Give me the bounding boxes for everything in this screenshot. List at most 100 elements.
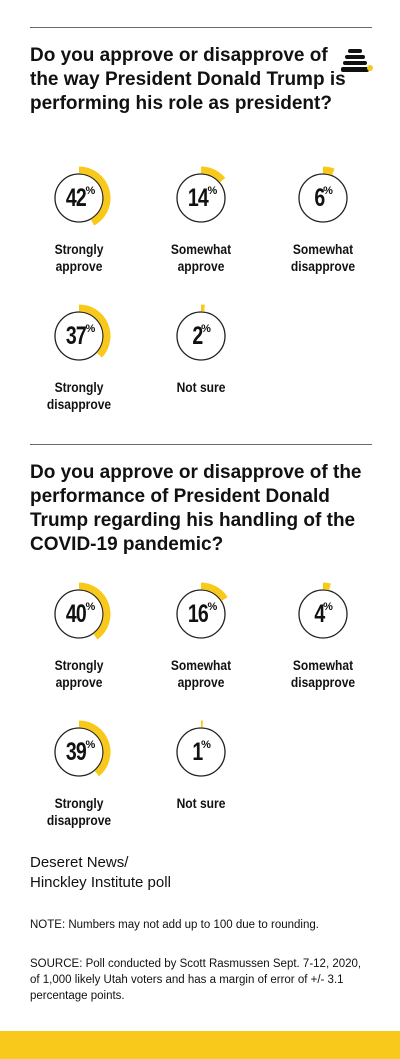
gauge-item: 16% Somewhat approve bbox=[141, 581, 261, 691]
gauge-label: Strongly disapprove bbox=[27, 379, 130, 413]
gauge-label: Strongly approve bbox=[27, 241, 130, 275]
question-1-title: Do you approve or disapprove of the way … bbox=[30, 45, 346, 114]
gauge-svg bbox=[298, 582, 348, 639]
gauge-label-line: Somewhat bbox=[170, 657, 232, 673]
gauge-donut: 2% bbox=[168, 303, 234, 369]
gauge-label-line: Strongly bbox=[54, 657, 104, 673]
gauge-percent: 42% bbox=[46, 165, 112, 231]
gauge-value-arc bbox=[200, 582, 228, 602]
gauge-svg bbox=[176, 720, 226, 777]
gauge-label-line: approve bbox=[177, 258, 225, 274]
section-divider bbox=[30, 444, 372, 445]
gauge-label-line: disapprove bbox=[290, 258, 356, 274]
credit-block: Deseret News/ Hinckley Institute poll bbox=[30, 853, 330, 893]
gauge-value: 40 bbox=[65, 599, 87, 628]
gauge-percent: 6% bbox=[290, 165, 356, 231]
top-divider bbox=[30, 27, 372, 28]
gauge-label-line: Somewhat bbox=[292, 657, 354, 673]
gauge-value-arc bbox=[322, 582, 331, 591]
rounding-note: NOTE: Numbers may not add up to 100 due … bbox=[30, 919, 319, 931]
gauge-percent: 40% bbox=[46, 581, 112, 647]
gauge-label-line: approve bbox=[55, 258, 103, 274]
gauge-donut: 6% bbox=[290, 165, 356, 231]
gauge-donut: 40% bbox=[46, 581, 112, 647]
gauge-percent-sign: % bbox=[85, 739, 96, 751]
gauge-label-line: approve bbox=[177, 674, 225, 690]
gauge-item: 1% Not sure bbox=[141, 719, 261, 812]
gauge-value: 42 bbox=[65, 183, 87, 212]
gauge-base-ring bbox=[176, 311, 226, 361]
gauge-donut: 39% bbox=[46, 719, 112, 785]
gauge-label: Strongly disapprove bbox=[27, 795, 130, 829]
gauge-value: 6 bbox=[314, 183, 326, 212]
gauge-base-ring bbox=[176, 727, 226, 777]
gauge-item: 2% Not sure bbox=[141, 303, 261, 396]
gauge-svg bbox=[176, 304, 226, 361]
gauge-label-line: disapprove bbox=[46, 396, 112, 412]
credit-line-1: Deseret News/ bbox=[30, 854, 129, 871]
gauge-label-line: Somewhat bbox=[170, 241, 232, 257]
gauge-percent-sign: % bbox=[85, 601, 96, 613]
gauge-label-line: Strongly bbox=[54, 379, 104, 395]
gauge-base-ring bbox=[298, 173, 348, 223]
gauge-percent-sign: % bbox=[207, 601, 218, 613]
source-note: SOURCE: Poll conducted by Scott Rasmusse… bbox=[30, 958, 362, 1002]
gauge-value-arc bbox=[78, 720, 111, 777]
gauge-percent: 1% bbox=[168, 719, 234, 785]
gauge-item: 6% Somewhat disapprove bbox=[263, 165, 383, 275]
gauge-percent-sign: % bbox=[85, 323, 96, 335]
gauge-donut: 37% bbox=[46, 303, 112, 369]
gauge-label: Not sure bbox=[149, 379, 252, 396]
question-2-title: Do you approve or disapprove of the perf… bbox=[30, 462, 362, 555]
gauge-label: Not sure bbox=[149, 795, 252, 812]
gauge-base-ring bbox=[54, 589, 104, 639]
gauge-value: 37 bbox=[65, 321, 87, 350]
gauge-percent-sign: % bbox=[323, 185, 333, 197]
gauge-item: 40% Strongly approve bbox=[19, 581, 139, 691]
gauge-percent-sign: % bbox=[201, 323, 211, 335]
gauge-value-arc bbox=[200, 166, 226, 183]
gauge-base-ring bbox=[54, 727, 104, 777]
gauge-base-ring bbox=[54, 311, 104, 361]
gauge-label: Somewhat disapprove bbox=[271, 657, 374, 691]
gauge-donut: 42% bbox=[46, 165, 112, 231]
gauge-label-line: approve bbox=[55, 674, 103, 690]
gauge-value: 2 bbox=[192, 321, 204, 350]
gauge-percent: 14% bbox=[168, 165, 234, 231]
gauge-donut: 4% bbox=[290, 581, 356, 647]
gauge-percent: 37% bbox=[46, 303, 112, 369]
gauge-percent: 39% bbox=[46, 719, 112, 785]
gauge-percent-sign: % bbox=[207, 185, 218, 197]
gauge-value: 16 bbox=[187, 599, 209, 628]
gauge-label-line: disapprove bbox=[46, 812, 112, 828]
gauge-item: 39% Strongly disapprove bbox=[19, 719, 139, 829]
gauge-base-ring bbox=[298, 589, 348, 639]
gauge-value-arc bbox=[78, 304, 111, 358]
gauge-label-line: Not sure bbox=[176, 379, 226, 395]
gauge-base-ring bbox=[176, 173, 226, 223]
gauge-label: Somewhat disapprove bbox=[271, 241, 374, 275]
gauge-percent: 16% bbox=[168, 581, 234, 647]
gauge-percent-sign: % bbox=[201, 739, 211, 751]
gauge-label-line: disapprove bbox=[290, 674, 356, 690]
gauge-label-line: Strongly bbox=[54, 241, 104, 257]
gauge-label-line: Strongly bbox=[54, 795, 104, 811]
gauge-percent: 2% bbox=[168, 303, 234, 369]
beehive-icon bbox=[340, 46, 374, 74]
gauge-base-ring bbox=[54, 173, 104, 223]
footer-accent-bar bbox=[0, 1031, 400, 1059]
gauge-donut: 14% bbox=[168, 165, 234, 231]
gauge-svg bbox=[176, 582, 228, 639]
gauge-value: 14 bbox=[187, 183, 209, 212]
gauge-item: 37% Strongly disapprove bbox=[19, 303, 139, 413]
gauge-value-arc bbox=[78, 582, 111, 640]
gauge-value: 4 bbox=[314, 599, 326, 628]
gauge-value: 39 bbox=[65, 737, 87, 766]
gauge-svg bbox=[298, 166, 348, 223]
gauge-item: 4% Somewhat disapprove bbox=[263, 581, 383, 691]
gauge-svg bbox=[54, 166, 111, 226]
gauge-base-ring bbox=[176, 589, 226, 639]
gauge-item: 14% Somewhat approve bbox=[141, 165, 261, 275]
gauge-value-arc bbox=[78, 166, 111, 226]
gauge-label-line: Somewhat bbox=[292, 241, 354, 257]
